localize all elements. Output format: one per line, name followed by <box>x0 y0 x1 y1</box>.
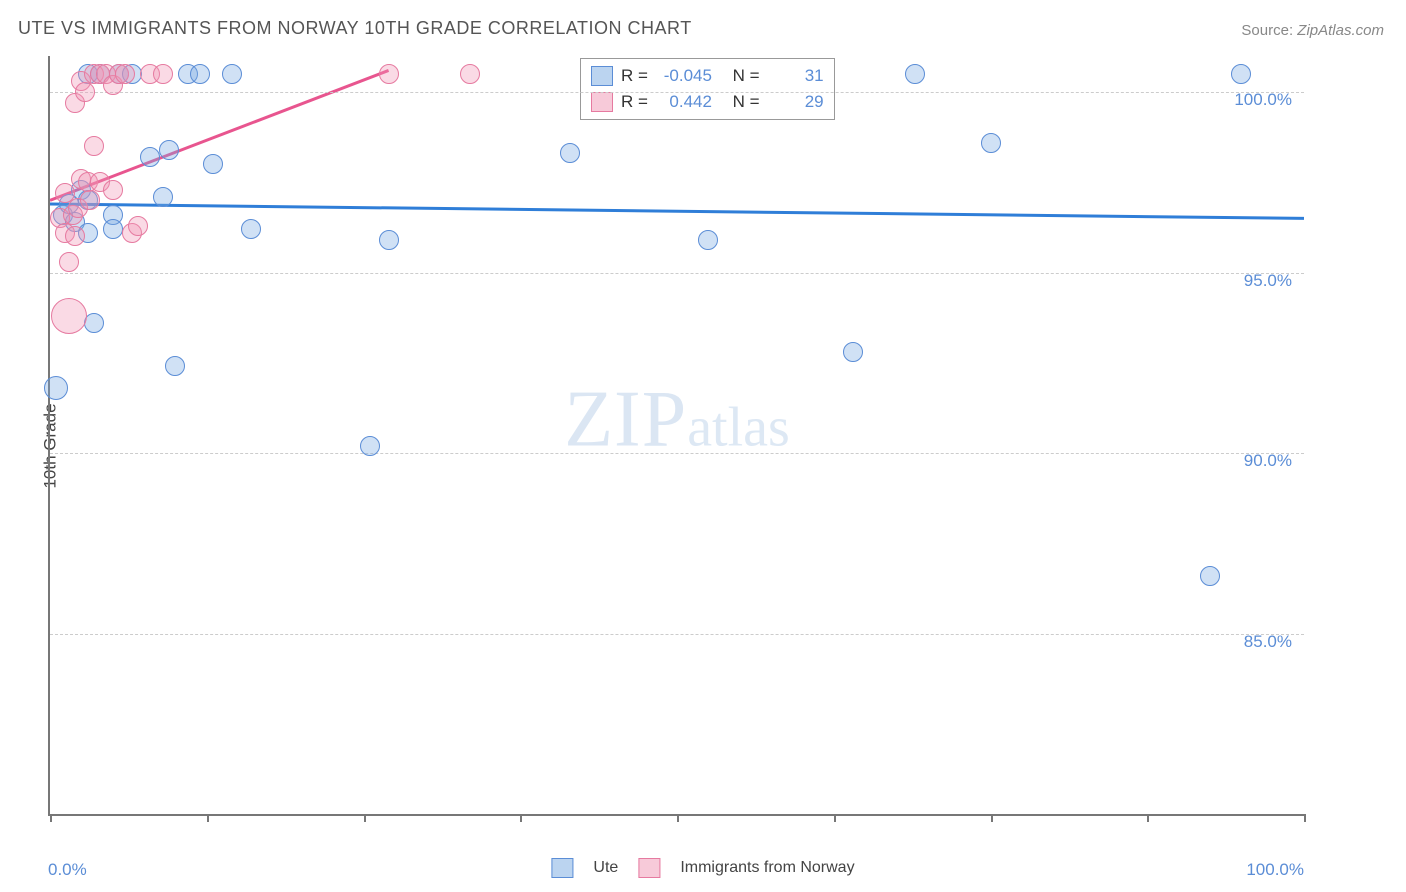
y-tick-label: 90.0% <box>1244 451 1292 471</box>
legend-label-ute: Ute <box>593 859 618 877</box>
marker-ute <box>203 154 223 174</box>
gridline <box>50 453 1304 454</box>
x-tick <box>834 814 836 822</box>
marker-norway <box>80 190 100 210</box>
marker-norway <box>59 252 79 272</box>
watermark: ZIPatlas <box>564 374 790 465</box>
gridline <box>50 273 1304 274</box>
marker-norway <box>84 136 104 156</box>
marker-ute <box>140 147 160 167</box>
x-tick <box>50 814 52 822</box>
marker-ute <box>905 64 925 84</box>
legend-label-norway: Immigrants from Norway <box>680 859 854 877</box>
marker-ute <box>379 230 399 250</box>
marker-norway <box>128 216 148 236</box>
marker-ute <box>84 313 104 333</box>
x-tick <box>207 814 209 822</box>
x-tick <box>991 814 993 822</box>
swatch-norway-icon <box>591 92 613 112</box>
marker-ute <box>241 219 261 239</box>
marker-ute <box>153 187 173 207</box>
trend-lines <box>50 56 1304 814</box>
marker-ute <box>159 140 179 160</box>
x-tick <box>1147 814 1149 822</box>
marker-norway <box>51 298 87 334</box>
marker-ute <box>222 64 242 84</box>
gridline <box>50 92 1304 93</box>
swatch-ute-icon <box>591 66 613 86</box>
marker-ute <box>1200 566 1220 586</box>
marker-ute <box>1231 64 1251 84</box>
marker-norway <box>75 82 95 102</box>
marker-norway <box>153 64 173 84</box>
marker-norway <box>379 64 399 84</box>
stats-box: R = -0.045 N = 31 R = 0.442 N = 29 <box>580 58 835 120</box>
stats-row-ute: R = -0.045 N = 31 <box>591 63 824 89</box>
stats-n-label: N = <box>733 63 760 89</box>
watermark-zip: ZIP <box>564 375 687 463</box>
marker-ute <box>698 230 718 250</box>
source-label: Source: <box>1241 22 1293 39</box>
y-tick-label: 100.0% <box>1234 90 1292 110</box>
trend-line-ute <box>50 204 1304 218</box>
stats-n-ute: 31 <box>768 63 824 89</box>
chart-title: UTE VS IMMIGRANTS FROM NORWAY 10TH GRADE… <box>18 18 692 39</box>
marker-ute <box>190 64 210 84</box>
marker-ute <box>560 143 580 163</box>
marker-ute <box>360 436 380 456</box>
legend: Ute Immigrants from Norway <box>551 858 854 878</box>
legend-swatch-norway-icon <box>638 858 660 878</box>
marker-ute <box>165 356 185 376</box>
stats-r-ute: -0.045 <box>656 63 712 89</box>
x-tick <box>677 814 679 822</box>
stats-r-label: R = <box>621 63 648 89</box>
plot-area: ZIPatlas R = -0.045 N = 31 R = 0.442 N =… <box>48 56 1304 816</box>
x-tick <box>364 814 366 822</box>
marker-ute <box>843 342 863 362</box>
y-tick-label: 95.0% <box>1244 271 1292 291</box>
x-tick <box>1304 814 1306 822</box>
chart-container: UTE VS IMMIGRANTS FROM NORWAY 10TH GRADE… <box>0 0 1406 892</box>
marker-ute <box>981 133 1001 153</box>
source-attribution: Source: ZipAtlas.com <box>1241 22 1384 39</box>
marker-ute <box>103 219 123 239</box>
y-tick-label: 85.0% <box>1244 632 1292 652</box>
watermark-atlas: atlas <box>687 396 790 458</box>
marker-ute <box>44 376 68 400</box>
x-axis-min-label: 0.0% <box>48 860 87 880</box>
legend-swatch-ute-icon <box>551 858 573 878</box>
x-axis-max-label: 100.0% <box>1246 860 1304 880</box>
marker-norway <box>115 64 135 84</box>
marker-norway <box>460 64 480 84</box>
source-value: ZipAtlas.com <box>1297 22 1384 39</box>
x-tick <box>520 814 522 822</box>
gridline <box>50 634 1304 635</box>
marker-norway <box>65 226 85 246</box>
marker-norway <box>103 180 123 200</box>
